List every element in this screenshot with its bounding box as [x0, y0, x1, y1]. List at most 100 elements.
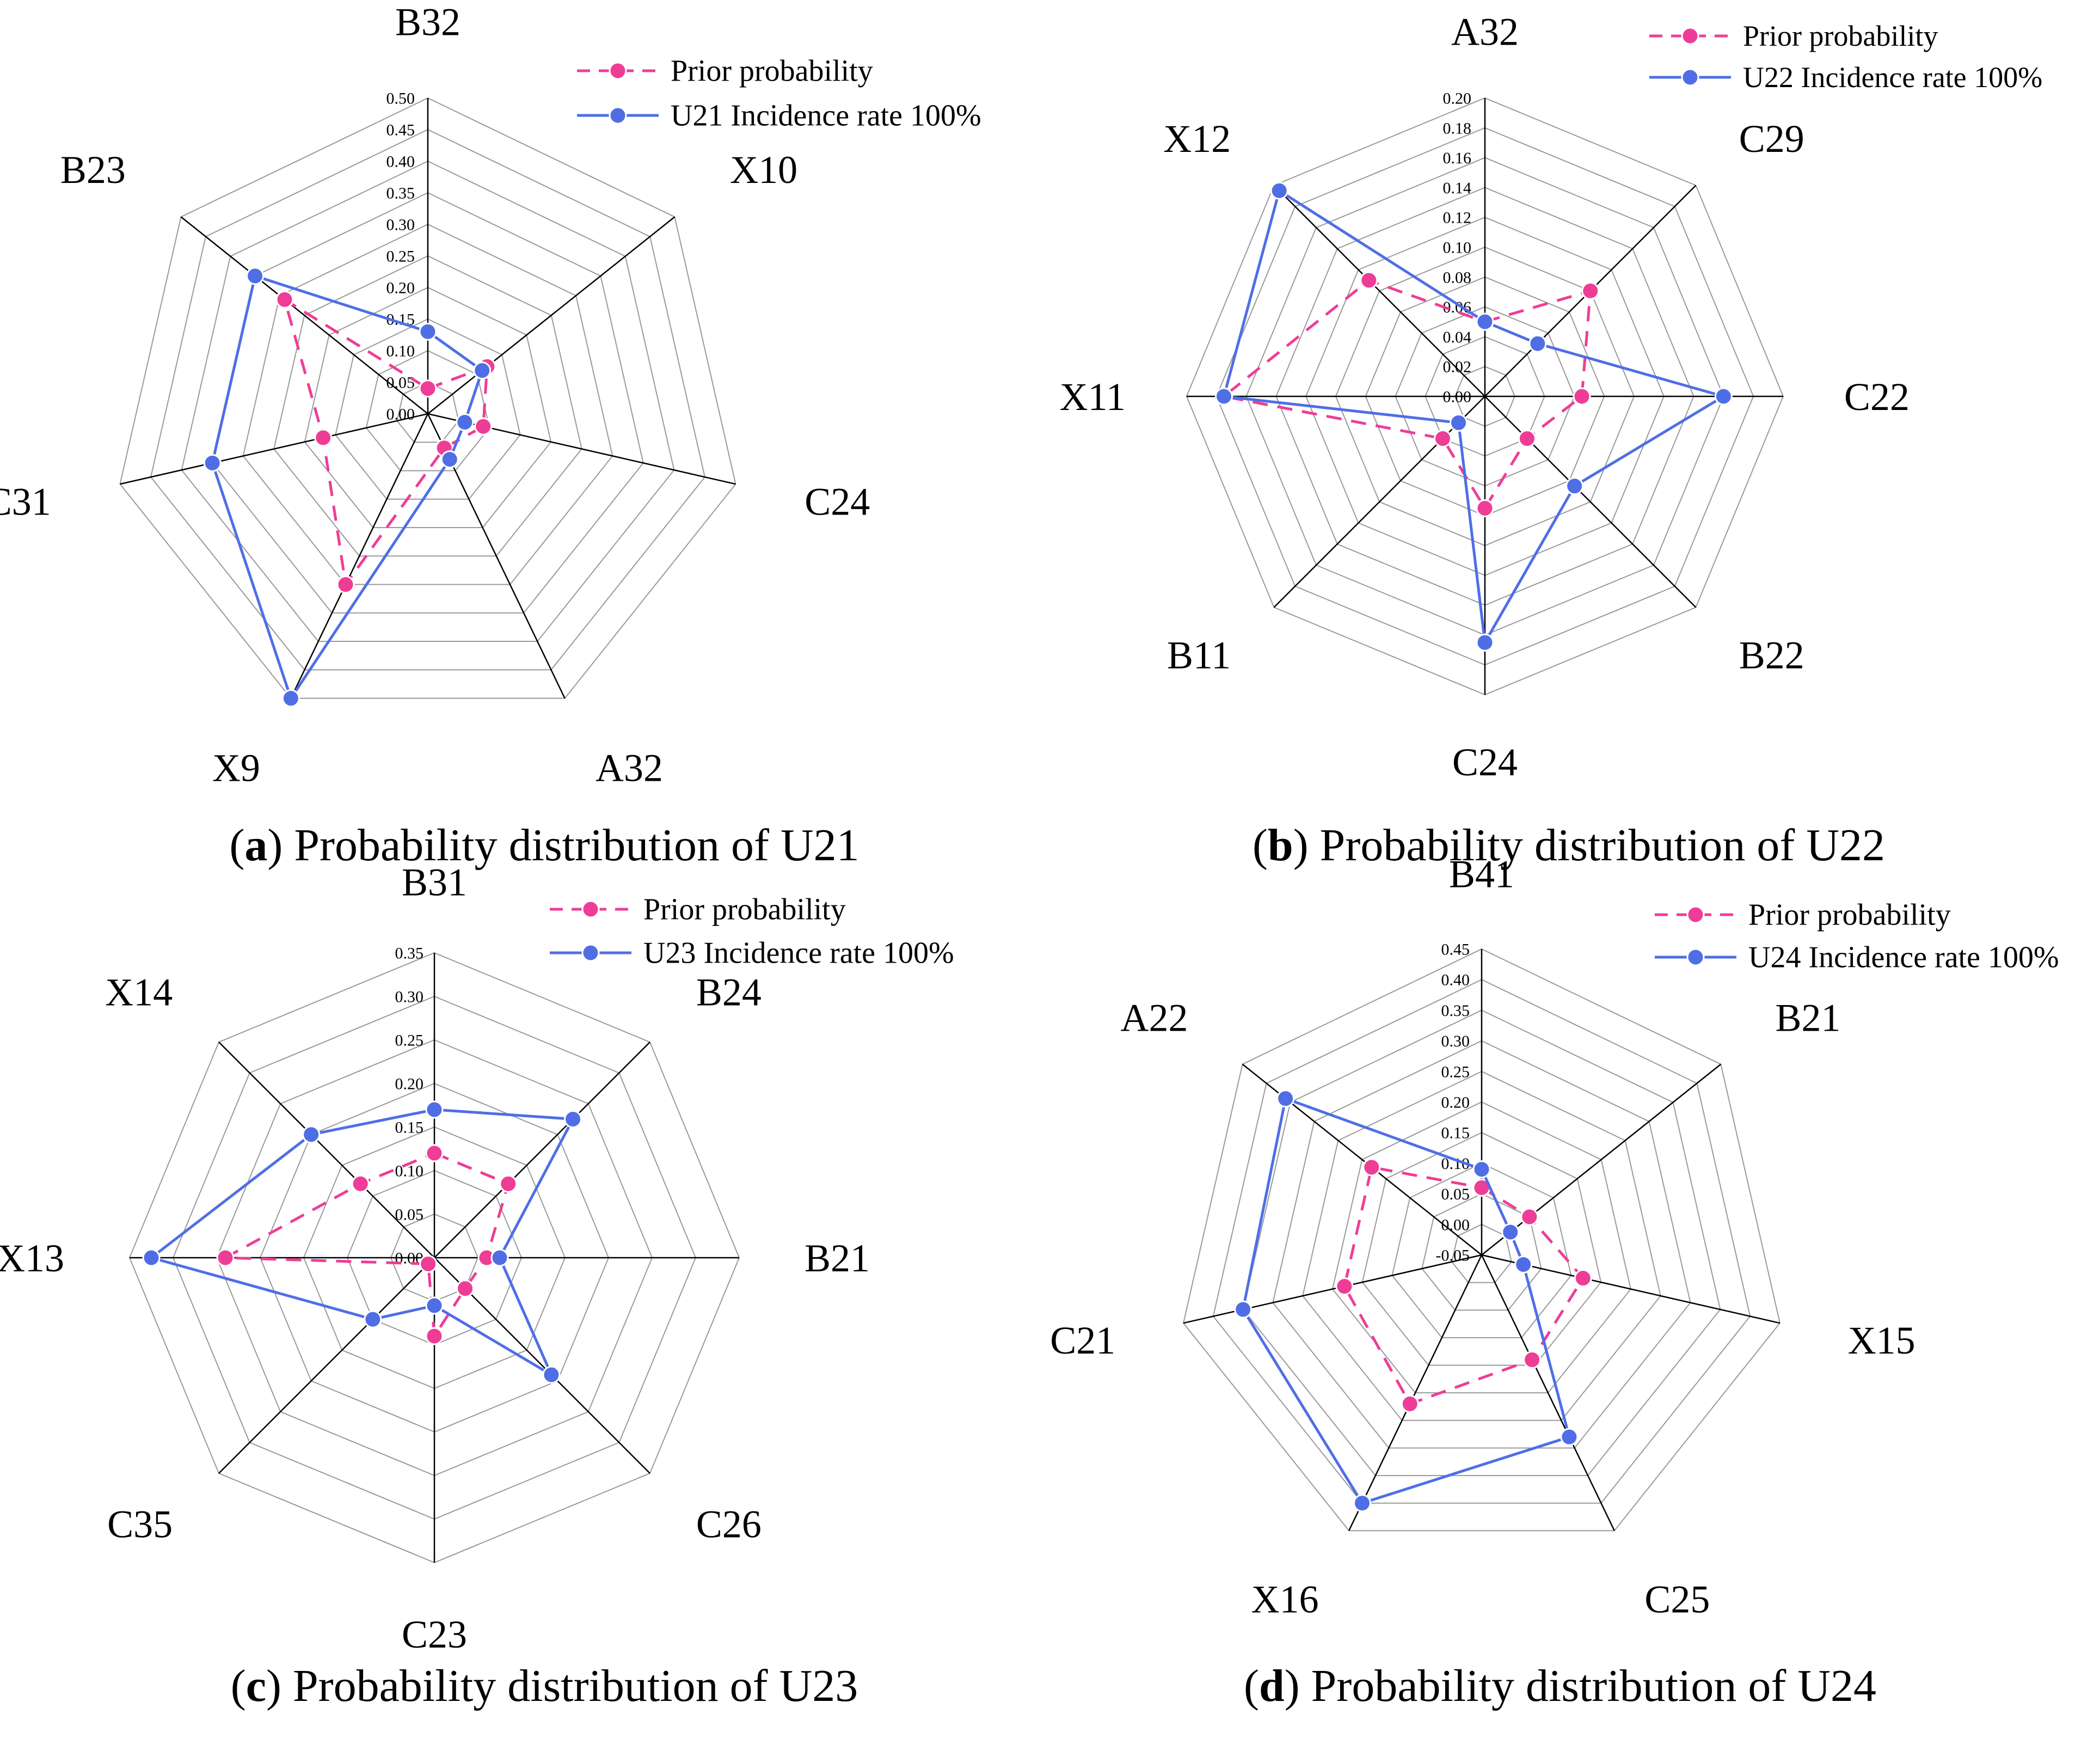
data-point: [1401, 1394, 1419, 1413]
data-point: [1528, 334, 1547, 353]
data-point: [1476, 313, 1494, 331]
tick-label: 0.40: [386, 153, 415, 171]
category-label-c25: C25: [1644, 1578, 1710, 1621]
data-point: [490, 1248, 509, 1267]
data-point: [1362, 1158, 1381, 1177]
grid-ring: [1391, 1162, 1572, 1338]
grid-ring: [1212, 979, 1751, 1504]
data-point: [281, 689, 300, 708]
category-label-x12: X12: [1163, 117, 1231, 161]
tick-label: 0.18: [1443, 119, 1472, 137]
category-label-b21: B21: [805, 1236, 870, 1280]
series-prior: [216, 1144, 518, 1345]
radar-panel-c: 0.000.050.100.150.200.250.300.35B31B24B2…: [0, 860, 954, 1711]
category-label-x9: X9: [212, 746, 260, 790]
category-label-a22: A22: [1121, 996, 1188, 1039]
category-label-c35: C35: [107, 1503, 173, 1546]
tick-label: 0.35: [1441, 1002, 1470, 1020]
category-label-c26: C26: [696, 1503, 762, 1546]
legend-marker: [1686, 948, 1705, 966]
panel-caption: (a) Probability distribution of U21: [229, 820, 859, 871]
radar-panel-b: 0.000.020.040.060.080.100.120.140.160.18…: [1060, 10, 2043, 871]
legend-label: Prior probability: [643, 892, 846, 926]
data-point: [1360, 271, 1378, 290]
data-point: [142, 1248, 161, 1267]
axis-spoke: [1348, 1254, 1483, 1531]
tick-label: 0.20: [1443, 90, 1472, 108]
tick-label: 0.04: [1443, 328, 1472, 346]
tick-label: 0.25: [395, 1032, 424, 1050]
data-point: [1215, 387, 1233, 406]
data-point: [1353, 1494, 1372, 1513]
data-point: [1574, 1269, 1592, 1288]
tick-label: 0.16: [1443, 149, 1472, 167]
radar-grid: [119, 97, 736, 699]
legend: Prior probability U22 Incidence rate 100%: [1649, 20, 2042, 94]
grid-ring: [304, 286, 552, 529]
grid-ring: [1272, 1040, 1691, 1449]
category-label-x13: X13: [0, 1236, 64, 1280]
series-prior: [275, 290, 496, 594]
category-label-x10: X10: [730, 148, 797, 192]
tick-label: 0.08: [1443, 268, 1472, 286]
tick-label: 0.40: [1441, 971, 1470, 989]
axis-spoke: [218, 1257, 435, 1474]
axis-spoke: [290, 413, 429, 699]
grid-ring: [119, 97, 736, 699]
tick-label: 0.20: [386, 279, 415, 297]
series-posterior: [142, 1100, 582, 1384]
legend-marker: [609, 106, 627, 125]
grid-ring: [150, 128, 705, 671]
axis-spoke: [434, 1042, 650, 1258]
data-point: [499, 1174, 518, 1193]
data-point: [564, 1110, 582, 1128]
tick-label: 0.45: [386, 121, 415, 139]
panel-caption: (d) Probability distribution of U24: [1244, 1661, 1876, 1711]
grid-ring: [1302, 1070, 1661, 1421]
data-point: [456, 413, 474, 431]
grid-ring: [273, 255, 582, 557]
data-point: [1476, 633, 1494, 652]
data-point: [440, 450, 459, 469]
data-point: [1518, 429, 1536, 448]
tick-label: 0.05: [1441, 1185, 1470, 1203]
data-point: [203, 454, 222, 472]
data-point: [1514, 1256, 1533, 1274]
tick-label: 0.50: [386, 90, 415, 108]
category-label-x11: X11: [1060, 375, 1126, 419]
category-label-b41: B41: [1449, 852, 1514, 896]
category-label-b23: B23: [60, 148, 126, 192]
grid-ring: [181, 160, 675, 642]
series-posterior: [203, 267, 492, 708]
series-posterior: [1215, 181, 1733, 652]
data-point: [1523, 1350, 1542, 1369]
tick-label: 0.35: [386, 185, 415, 203]
tick-label: 0.45: [1441, 941, 1470, 959]
legend-label: U23 Incidence rate 100%: [643, 936, 954, 970]
radar-panel-d: -0.050.000.050.100.150.200.250.300.350.4…: [1050, 852, 2059, 1711]
tick-label: 0.30: [1441, 1032, 1470, 1050]
axis-spoke: [427, 413, 736, 485]
tick-label: 0.05: [395, 1206, 424, 1224]
data-point: [456, 1279, 475, 1298]
data-point: [1472, 1160, 1491, 1179]
data-point: [1335, 1277, 1354, 1296]
radar-panel-a: 0.000.050.100.150.200.250.300.350.400.45…: [0, 0, 981, 871]
panel-caption: (c) Probability distribution of U23: [231, 1661, 858, 1711]
legend-label: Prior probability: [671, 54, 873, 88]
axis-spoke: [1484, 396, 1697, 608]
legend-label: U21 Incidence rate 100%: [671, 99, 981, 132]
tick-label: 0.10: [395, 1162, 424, 1180]
grid-ring: [1183, 948, 1780, 1532]
legend-label: Prior probability: [1743, 20, 1938, 52]
tick-label: 0.02: [1443, 358, 1472, 376]
data-point: [1581, 281, 1600, 300]
category-label-a32: A32: [595, 746, 663, 790]
axis-spoke: [1481, 1254, 1615, 1531]
panel-letter: d: [1259, 1661, 1285, 1711]
axis-spoke: [218, 1042, 435, 1258]
data-point: [1573, 387, 1591, 406]
category-label-c23: C23: [402, 1613, 467, 1656]
category-label-a32: A32: [1451, 10, 1519, 53]
